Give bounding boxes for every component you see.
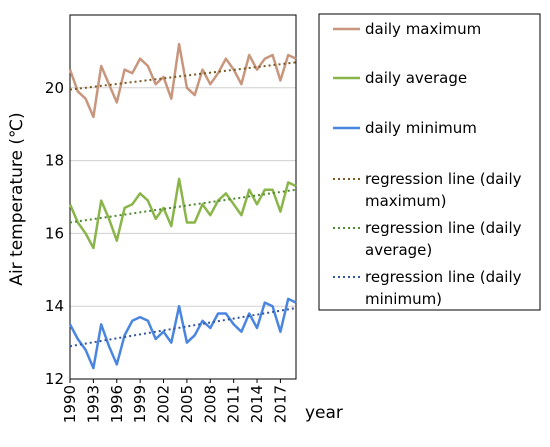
x-axis-label: year [305,403,343,423]
y-tick-label: 20 [45,79,64,97]
x-tick-label: 2011 [225,385,243,423]
y-tick-label: 12 [45,370,64,388]
legend-label-2: daily minimum [365,119,477,137]
x-tick-label: 2002 [155,385,173,423]
x-tick-label: 1993 [84,385,102,423]
y-tick-label: 14 [45,297,64,315]
y-tick-label: 18 [45,152,64,170]
legend-label-1: daily average [365,69,467,87]
x-tick-label: 2014 [248,385,266,423]
series-4-regression-line [69,188,297,224]
series-2-line [68,297,297,370]
y-axis: 12 14 16 18 20 [45,79,64,388]
series-1-line [68,177,297,250]
legend-box [318,13,541,311]
x-tick-label: 2005 [178,385,196,423]
x-tick-label: 2017 [271,385,289,423]
x-tick-label: 1996 [108,385,126,423]
legend: daily maximum daily average daily minimum r… [318,13,541,311]
legend-label-4: regression line (daily average) [365,219,522,259]
series-5-regression-line [69,307,297,348]
y-tick-label: 16 [45,224,64,242]
plot-frame [69,14,297,380]
x-tick-label: 2008 [201,385,219,423]
legend-label-3: regression line (daily maximum) [365,170,522,210]
plot-area [68,14,297,380]
x-axis: 1990 1993 1996 1999 2002 2005 2008 2011 2014 2017 [61,379,289,423]
y-axis-label: Air temperature (℃) [7,112,27,285]
legend-label-0: daily maximum [365,20,481,38]
legend-label-5: regression line (daily minimum) [365,268,522,308]
x-tick-label: 1999 [131,385,149,423]
x-tick-label: 1990 [61,385,79,423]
series-0-line [68,42,297,119]
